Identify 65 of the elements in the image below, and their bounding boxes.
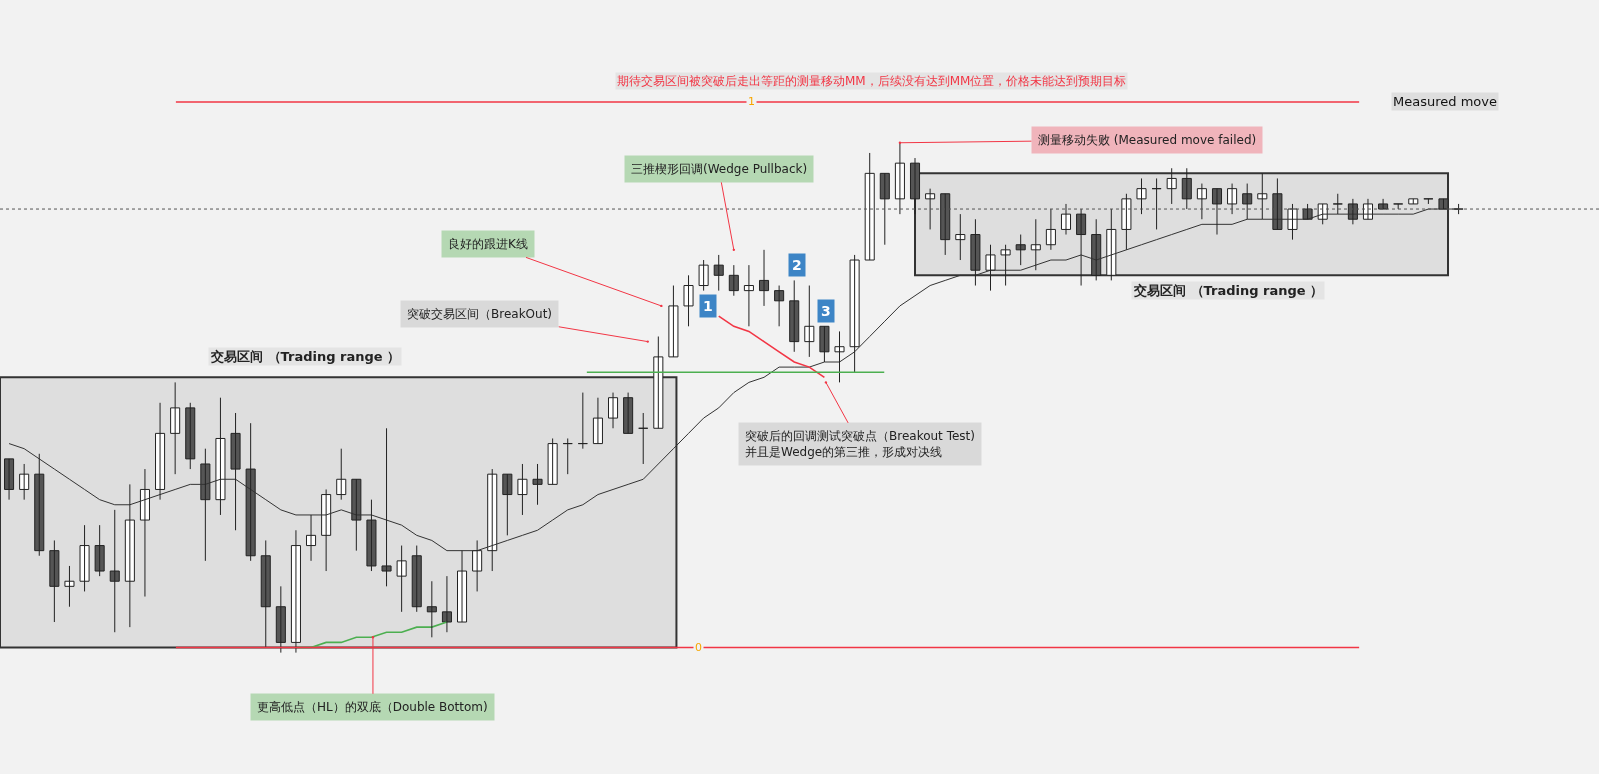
candlestick xyxy=(245,422,256,562)
annotation: 2 xyxy=(792,257,802,273)
candlestick xyxy=(275,585,286,654)
candlestick xyxy=(230,412,241,531)
candlestick xyxy=(698,259,709,292)
candlestick xyxy=(1287,203,1298,241)
candlestick xyxy=(49,539,60,623)
candlestick xyxy=(713,254,724,292)
candlestick xyxy=(1257,172,1268,220)
ref-line-label: 0 xyxy=(695,641,702,654)
candlestick xyxy=(200,448,211,562)
annotation: 良好的跟进K线 xyxy=(448,237,528,251)
candlestick xyxy=(532,463,543,506)
candlestick xyxy=(351,478,362,552)
candlestick xyxy=(260,539,271,649)
candlestick xyxy=(396,545,407,613)
candlestick xyxy=(577,392,588,450)
candlestick xyxy=(1423,198,1434,205)
candlestick xyxy=(1408,198,1419,205)
candlestick xyxy=(185,402,196,470)
annotation: 1 xyxy=(703,298,713,314)
candlestick xyxy=(653,336,664,429)
candlestick xyxy=(366,499,377,572)
candlestick xyxy=(411,545,422,613)
candlestick xyxy=(502,473,513,536)
candlestick xyxy=(215,397,226,516)
candlestick xyxy=(668,285,679,358)
candlestick xyxy=(638,412,649,465)
candlestick xyxy=(170,381,181,475)
candlestick xyxy=(64,565,75,608)
annotation: 3 xyxy=(821,303,831,319)
candlestick xyxy=(683,274,694,327)
annotation: 交易区间 （Trading range ） xyxy=(210,349,401,364)
candlestick xyxy=(955,213,966,261)
text: 期待交易区间被突破后走出等距的测量移动MM，后续没有达到MM位置，价格未能达到预期目标 xyxy=(617,74,1127,88)
candlestick xyxy=(1151,177,1162,230)
candlestick xyxy=(849,254,860,373)
annotation: 突破后的回调测试突破点（Breakout Test) 并且是Wedge的第三推，形成对决线 xyxy=(745,429,975,459)
candlestick xyxy=(1015,234,1026,266)
candlestick xyxy=(426,580,437,638)
candlestick xyxy=(789,279,800,353)
candlestick xyxy=(547,437,558,485)
candlestick xyxy=(79,524,90,592)
candlestick xyxy=(985,244,996,292)
candlestick xyxy=(94,524,105,577)
candlestick xyxy=(1121,193,1132,251)
candlestick xyxy=(1000,244,1011,287)
annotation: 交易区间 （Trading range ） xyxy=(1133,283,1324,298)
candlestick xyxy=(1332,193,1343,215)
candlestick xyxy=(381,427,392,587)
annotation: 突破交易区间（BreakOut) xyxy=(407,307,553,321)
candlestick xyxy=(819,325,830,363)
annotation: 测量移动失败 (Measured move failed) xyxy=(1038,133,1257,147)
text: Measured move xyxy=(1393,94,1497,109)
candlestick xyxy=(1030,218,1041,271)
candlestick xyxy=(562,437,573,475)
candlestick xyxy=(109,509,120,633)
candlestick xyxy=(970,218,981,287)
ref-line-label: 1 xyxy=(748,95,755,108)
candlestick xyxy=(517,463,528,516)
text: 更高低点（HL）的双底（Double Bottom) xyxy=(257,700,488,714)
candlestick xyxy=(925,188,936,230)
candlestick xyxy=(1136,177,1147,215)
annotation: 三推楔形回调(Wedge Pullback) xyxy=(631,162,808,176)
candlestick xyxy=(834,330,845,383)
